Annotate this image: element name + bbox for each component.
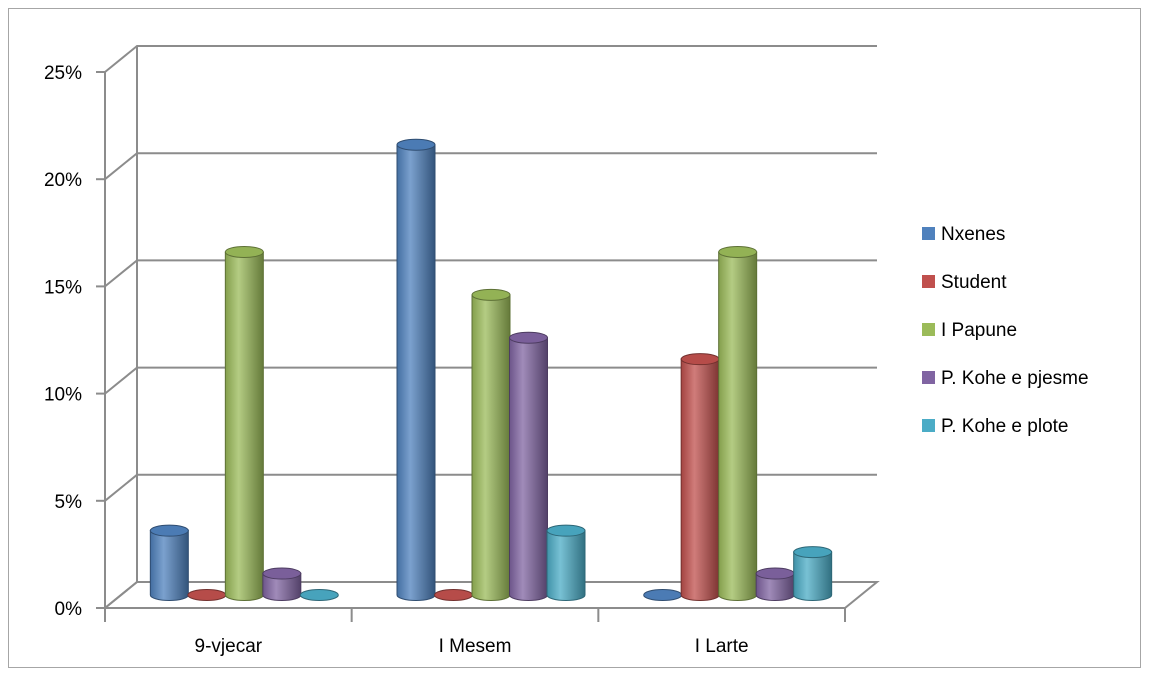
legend-swatch xyxy=(922,227,935,240)
bar-body xyxy=(718,251,758,601)
gridline xyxy=(104,259,877,288)
y-tick-label: 10% xyxy=(44,385,82,406)
bar xyxy=(396,138,436,601)
bars xyxy=(149,138,833,601)
legend-swatch xyxy=(922,419,935,432)
bar-body xyxy=(509,337,548,601)
bar-top xyxy=(718,245,758,258)
x-tick-label: I Larte xyxy=(695,636,749,657)
bar xyxy=(643,589,683,601)
legend-entry: Student xyxy=(922,272,1007,293)
y-tick-label: 5% xyxy=(55,492,83,513)
legend-entry: Nxenes xyxy=(922,224,1005,245)
bar xyxy=(187,589,227,601)
bar-top xyxy=(396,138,436,151)
legend-label: P. Kohe e plote xyxy=(941,416,1068,437)
bar-top xyxy=(546,524,586,537)
gridline xyxy=(104,366,877,395)
legend-swatch xyxy=(922,371,935,384)
legend-swatch xyxy=(922,323,935,336)
legend-label: P. Kohe e pjesme xyxy=(941,368,1089,389)
legend-entry: P. Kohe e pjesme xyxy=(922,368,1089,389)
legend-label: Nxenes xyxy=(941,224,1005,245)
legend-swatch xyxy=(922,275,935,288)
x-axis: 9-vjecar I Mesem I Larte xyxy=(104,607,846,657)
bar xyxy=(546,524,586,601)
gridline xyxy=(104,152,877,180)
bar xyxy=(793,546,833,601)
legend-label: Student xyxy=(941,272,1007,293)
bar-top xyxy=(262,567,302,580)
legend: Nxenes Student I Papune P. Kohe e pjesme P. … xyxy=(922,224,1089,437)
gridline xyxy=(104,45,877,73)
bar xyxy=(299,589,339,601)
bar-body xyxy=(546,530,586,601)
bar-top xyxy=(680,353,720,366)
bar xyxy=(262,567,302,601)
bar xyxy=(718,245,758,601)
bar-body xyxy=(793,551,833,601)
legend-entry: P. Kohe e plote xyxy=(922,416,1068,437)
gridlines xyxy=(104,45,877,609)
gridline xyxy=(104,473,877,502)
y-tick-label: 15% xyxy=(44,277,82,298)
bar xyxy=(509,331,548,601)
bar-top xyxy=(643,589,683,601)
bar-top xyxy=(299,589,339,601)
legend-label: I Papune xyxy=(941,320,1017,341)
bar-top xyxy=(149,524,189,537)
bar xyxy=(149,524,189,601)
legend-entry: I Papune xyxy=(922,320,1017,341)
bar xyxy=(434,589,473,601)
bar xyxy=(680,353,720,601)
bar-top xyxy=(187,589,227,601)
bar-body xyxy=(224,251,264,601)
bar-top xyxy=(755,567,795,580)
y-tick-label: 0% xyxy=(55,599,83,620)
y-tick-label: 25% xyxy=(44,63,82,84)
bar-top xyxy=(434,589,473,601)
bar xyxy=(224,245,264,601)
x-tick-label: 9-vjecar xyxy=(195,636,263,657)
gridline xyxy=(104,581,877,609)
bar-top xyxy=(224,245,264,258)
bar-top xyxy=(793,546,833,559)
bar-body xyxy=(396,144,436,601)
bar-body xyxy=(471,294,511,601)
bar-body xyxy=(149,530,189,601)
y-axis: 0% 5% 10% 15% 20% 25% xyxy=(44,63,106,620)
bar xyxy=(471,288,511,601)
y-tick-label: 20% xyxy=(44,170,82,191)
bar xyxy=(755,567,795,601)
bar-body xyxy=(680,358,720,601)
bar-top xyxy=(471,288,511,301)
x-tick-label: I Mesem xyxy=(439,636,512,657)
bar-top xyxy=(509,331,548,344)
